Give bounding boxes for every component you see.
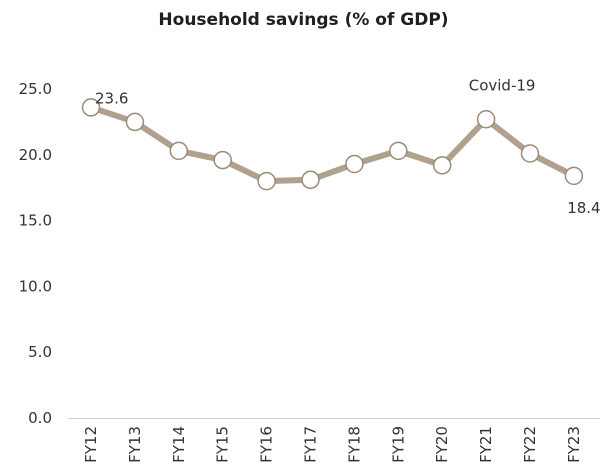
data-label: Covid-19 — [469, 76, 536, 94]
data-label: 23.6 — [95, 89, 128, 107]
x-tick-label: FY14 — [170, 426, 188, 463]
data-point — [125, 112, 145, 132]
x-axis-ticks: FY12 FY13 FY14 FY15 FY16 FY17 FY18 FY19 FY20 FY21… — [82, 426, 583, 463]
data-label: 18.4 — [567, 199, 600, 217]
data-point — [301, 170, 320, 190]
data-point — [257, 171, 276, 191]
x-tick-label: FY18 — [345, 426, 363, 463]
data-point — [432, 156, 452, 175]
x-tick-label: FY22 — [521, 426, 539, 463]
y-tick-label: 5.0 — [28, 343, 52, 361]
y-tick-label: 10.0 — [19, 277, 52, 295]
y-tick-label: 25.0 — [19, 80, 52, 98]
x-tick-label: FY15 — [214, 426, 232, 463]
x-tick-label: FY16 — [258, 426, 276, 463]
data-point — [213, 150, 232, 170]
y-tick-label: 15.0 — [19, 212, 52, 230]
x-tick-label: FY23 — [565, 426, 583, 463]
data-point — [345, 154, 364, 174]
data-point — [520, 144, 540, 163]
data-point — [564, 166, 584, 186]
data-point — [81, 98, 101, 117]
data-point — [389, 141, 408, 161]
x-tick-label: FY12 — [82, 426, 100, 463]
x-tick-label: FY17 — [302, 426, 320, 463]
y-tick-label: 20.0 — [19, 146, 52, 164]
y-tick-label: 0.0 — [28, 409, 52, 427]
chart-title: Household savings (% of GDP) — [158, 10, 449, 30]
x-tick-label: FY21 — [477, 426, 495, 463]
y-axis-ticks: 0.0 5.0 10.0 15.0 20.0 25.0 — [19, 80, 52, 427]
series-line — [88, 104, 577, 185]
x-tick-label: FY19 — [389, 426, 407, 463]
series-markers — [81, 98, 584, 191]
annotations: 23.6 Covid-19 18.4 — [95, 76, 601, 217]
data-point — [169, 141, 189, 161]
x-tick-label: FY20 — [433, 426, 451, 463]
x-tick-label: FY13 — [126, 426, 144, 463]
data-point — [476, 110, 496, 129]
